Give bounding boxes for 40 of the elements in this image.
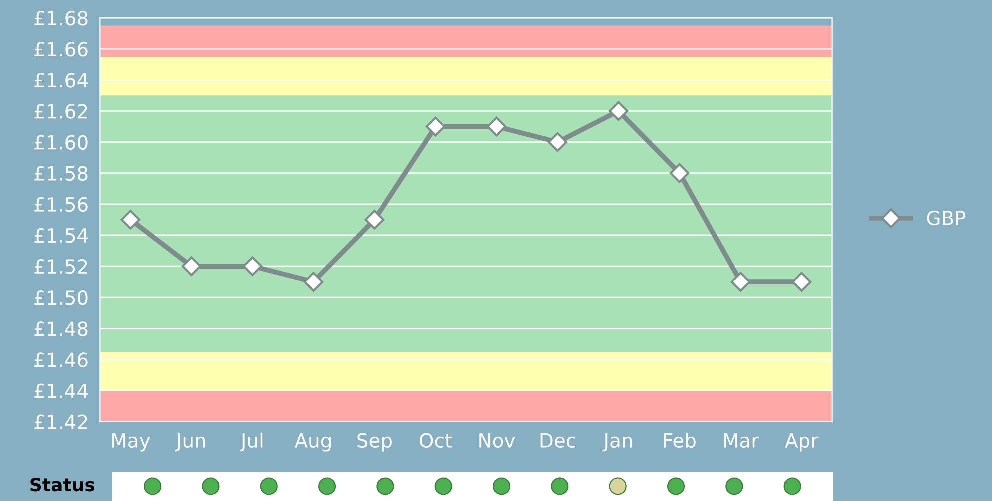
x-tick-label: Sep [358, 433, 392, 452]
legend-label: GBP [927, 210, 966, 226]
y-tick-label: £1.52 [34, 259, 88, 274]
text: Status [30, 478, 95, 492]
point [608, 101, 629, 122]
x-tick-label: Nov [480, 434, 516, 448]
point [792, 272, 812, 292]
x-tick-label: Jan [602, 434, 632, 452]
y-tick-label: £1.56 [34, 197, 88, 212]
point [364, 210, 385, 230]
y-tick-label: £1.46 [34, 352, 88, 368]
point [548, 132, 568, 152]
y-tick-label: £1.44 [34, 384, 88, 398]
point [182, 256, 202, 276]
point [426, 116, 446, 137]
y-tick-label: £1.54 [34, 228, 88, 244]
y-tick-label: £1.42 [34, 414, 88, 430]
point [120, 210, 141, 230]
x-tick-label: May [112, 434, 150, 452]
x-tick-label: Feb [664, 432, 696, 448]
point [242, 256, 263, 276]
y-tick-label: £1.62 [34, 104, 88, 119]
x-tick-label: Oct [420, 433, 452, 448]
y-tick-label: £1.48 [34, 322, 88, 336]
x-tick-label: Aug [294, 434, 331, 452]
y-tick-label: £1.60 [34, 135, 88, 150]
y-tick-label: £1.50 [34, 290, 88, 306]
y-tick-label: £1.58 [34, 166, 88, 182]
y-tick-label: £1.64 [34, 73, 88, 88]
y-tick-label: £1.66 [34, 42, 88, 57]
point [304, 272, 324, 292]
x-tick-label: Jun [176, 434, 206, 452]
x-tick-label: Mar [724, 434, 760, 448]
x-tick-label: Dec [540, 434, 576, 448]
x-tick-label: Jul [240, 432, 263, 452]
point [486, 116, 507, 137]
x-tick-label: Apr [785, 434, 819, 452]
point [670, 163, 690, 184]
point [730, 272, 751, 292]
y-tick-label: £1.68 [34, 10, 88, 26]
